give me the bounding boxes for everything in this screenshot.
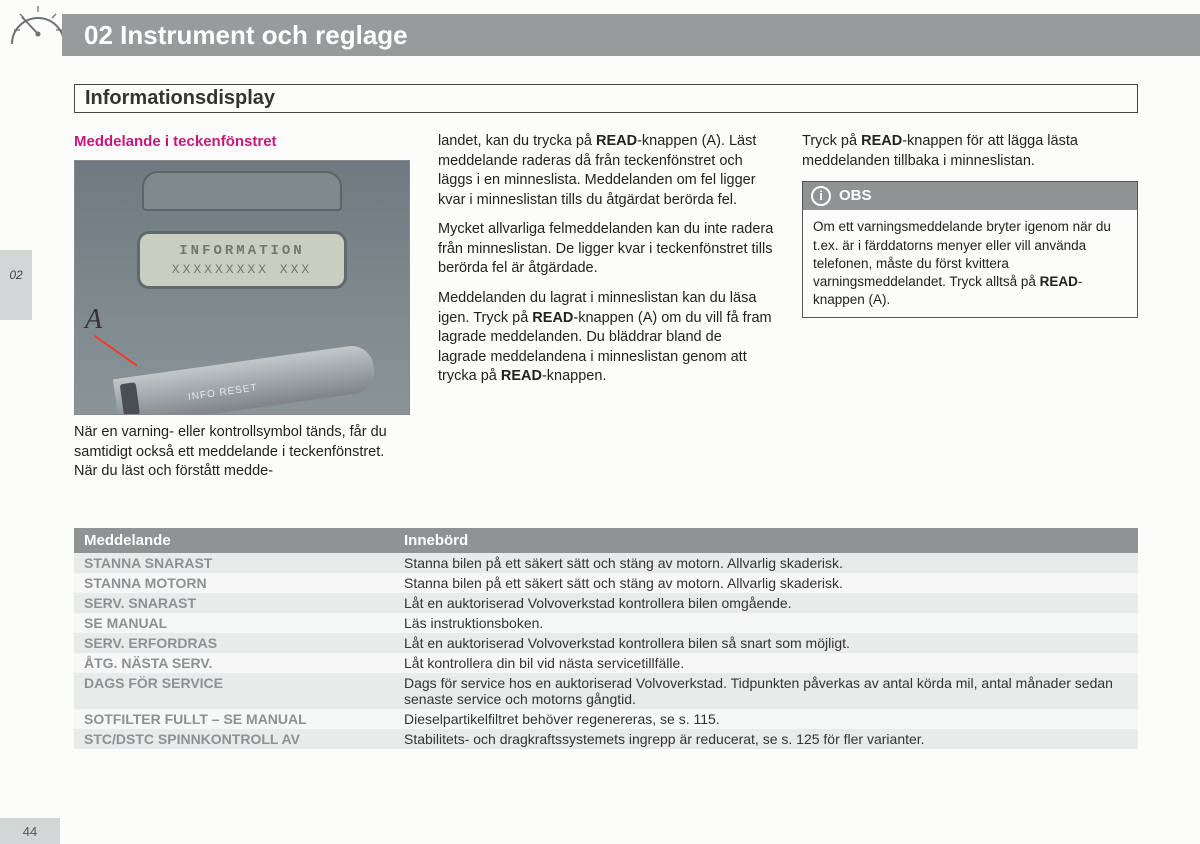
cell-meaning: Låt en auktoriserad Volvoverkstad kontro…	[394, 593, 1138, 613]
thumb-tab-label: 02	[9, 268, 22, 282]
col1-heading: Meddelande i teckenfönstret	[74, 132, 410, 152]
obs-note: i OBS Om ett varningsmeddelande bryter i…	[802, 181, 1138, 318]
table-row: STANNA SNARASTStanna bilen på ett säkert…	[74, 553, 1138, 573]
column-1: Meddelande i teckenfönstret INFORMATION …	[74, 132, 410, 492]
read-button-icon	[120, 382, 140, 415]
cell-meaning: Dags för service hos en auktoriserad Vol…	[394, 673, 1138, 709]
col2-p2: Mycket allvarliga felmeddelanden kan du …	[438, 220, 774, 279]
th-meaning: Innebörd	[394, 528, 1138, 553]
col2-p1: landet, kan du trycka på READ-knappen (A…	[438, 132, 774, 210]
section-title: Informationsdisplay	[85, 87, 275, 109]
cell-message: SOTFILTER FULLT – SE MANUAL	[74, 709, 394, 729]
steering-stalk: INFO RESET	[113, 343, 377, 415]
cell-message: ÅTG. NÄSTA SERV.	[74, 653, 394, 673]
table-row: STANNA MOTORNStanna bilen på ett säkert …	[74, 573, 1138, 593]
info-icon: i	[811, 186, 831, 206]
cell-message: STC/DSTC SPINNKONTROLL AV	[74, 729, 394, 749]
col2-p3: Meddelanden du lagrat i minneslistan kan…	[438, 289, 774, 387]
table-header-row: Meddelande Innebörd	[74, 528, 1138, 553]
messages-table: Meddelande Innebörd STANNA SNARASTStanna…	[74, 528, 1138, 749]
cell-meaning: Stanna bilen på ett säkert sätt och stän…	[394, 573, 1138, 593]
cell-message: SE MANUAL	[74, 613, 394, 633]
gauge-icon	[8, 0, 68, 62]
cell-message: SERV. ERFORDRAS	[74, 633, 394, 653]
column-2: landet, kan du trycka på READ-knappen (A…	[438, 132, 774, 492]
manual-page: 02 Instrument och reglage Informationsdi…	[0, 0, 1200, 844]
cell-meaning: Låt kontrollera din bil vid nästa servic…	[394, 653, 1138, 673]
table-row: SOTFILTER FULLT – SE MANUALDieselpartike…	[74, 709, 1138, 729]
column-3: Tryck på READ-knappen för att lägga läst…	[802, 132, 1138, 492]
table-row: STC/DSTC SPINNKONTROLL AVStabilitets- oc…	[74, 729, 1138, 749]
lcd-display: INFORMATION XXXXXXXXX XXX	[137, 231, 347, 289]
lcd-line-1: INFORMATION	[179, 242, 304, 261]
obs-note-body: Om ett varningsmeddelande bryter igenom …	[803, 210, 1137, 317]
thumb-tab: 02	[0, 250, 32, 320]
section-header: Informationsdisplay	[74, 84, 1138, 113]
dash-trim	[142, 171, 342, 211]
page-number: 44	[0, 818, 60, 844]
chapter-title: 02 Instrument och reglage	[62, 20, 408, 51]
dashboard-figure: INFORMATION XXXXXXXXX XXX A INFO RESET	[74, 160, 410, 415]
cell-meaning: Stabilitets- och dragkraftssystemets ing…	[394, 729, 1138, 749]
cell-message: SERV. SNARAST	[74, 593, 394, 613]
callout-a: A	[85, 301, 102, 339]
chapter-header: 02 Instrument och reglage	[62, 14, 1200, 56]
lcd-line-2: XXXXXXXXX XXX	[172, 261, 312, 279]
cell-message: STANNA MOTORN	[74, 573, 394, 593]
cell-message: STANNA SNARAST	[74, 553, 394, 573]
cell-meaning: Läs instruktionsboken.	[394, 613, 1138, 633]
col1-caption: När en varning- eller kontrollsymbol tän…	[74, 423, 410, 482]
body-columns: Meddelande i teckenfönstret INFORMATION …	[74, 132, 1138, 492]
cell-message: DAGS FÖR SERVICE	[74, 673, 394, 709]
table-row: DAGS FÖR SERVICEDags för service hos en …	[74, 673, 1138, 709]
table-row: SERV. ERFORDRASLåt en auktoriserad Volvo…	[74, 633, 1138, 653]
cell-meaning: Låt en auktoriserad Volvoverkstad kontro…	[394, 633, 1138, 653]
obs-note-header: i OBS	[803, 182, 1137, 210]
obs-label: OBS	[839, 186, 872, 206]
callout-a-line	[94, 335, 138, 366]
col3-p1: Tryck på READ-knappen för att lägga läst…	[802, 132, 1138, 171]
th-message: Meddelande	[74, 528, 394, 553]
stalk-labels: INFO RESET	[187, 382, 258, 405]
cell-meaning: Stanna bilen på ett säkert sätt och stän…	[394, 553, 1138, 573]
table-row: SERV. SNARASTLåt en auktoriserad Volvove…	[74, 593, 1138, 613]
table-row: SE MANUALLäs instruktionsboken.	[74, 613, 1138, 633]
cell-meaning: Dieselpartikelfiltret behöver regenerera…	[394, 709, 1138, 729]
table-row: ÅTG. NÄSTA SERV.Låt kontrollera din bil …	[74, 653, 1138, 673]
